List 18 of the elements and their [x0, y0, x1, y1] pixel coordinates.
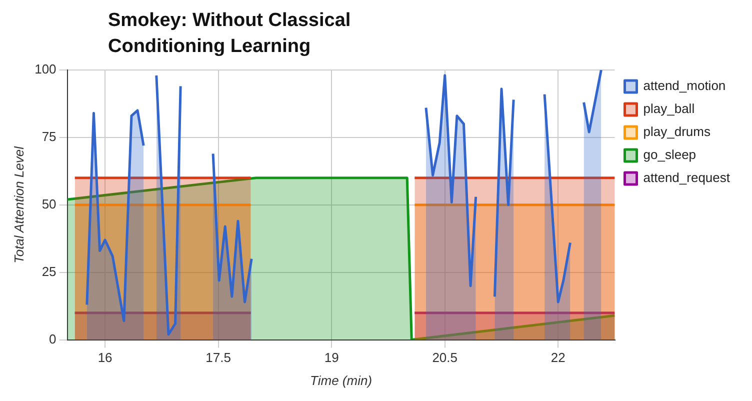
- legend-label: attend_motion: [643, 78, 726, 94]
- y-tick-label: 100: [34, 62, 56, 77]
- x-axis-title: Time (min): [310, 372, 372, 388]
- y-tick-label: 75: [42, 129, 56, 144]
- x-tick-label: 16: [98, 350, 112, 366]
- x-tick-label: 17.5: [206, 350, 231, 366]
- y-axis-title: Total Attention Level: [11, 145, 26, 264]
- legend-label: attend_request: [643, 170, 730, 186]
- legend-label: play_drums: [643, 124, 711, 140]
- chart-title: Smokey: Without Classical Conditioning Learning: [108, 9, 352, 59]
- x-tick-label: 20.5: [432, 350, 458, 366]
- x-tick-label: 19: [324, 350, 339, 366]
- y-tick-label: 25: [42, 264, 56, 279]
- legend-label: go_sleep: [643, 147, 696, 162]
- x-tick-label: 22: [550, 350, 566, 366]
- y-tick-label: 0: [49, 331, 56, 346]
- y-tick-label: 50: [42, 196, 56, 212]
- legend-label: play_ball: [643, 101, 695, 116]
